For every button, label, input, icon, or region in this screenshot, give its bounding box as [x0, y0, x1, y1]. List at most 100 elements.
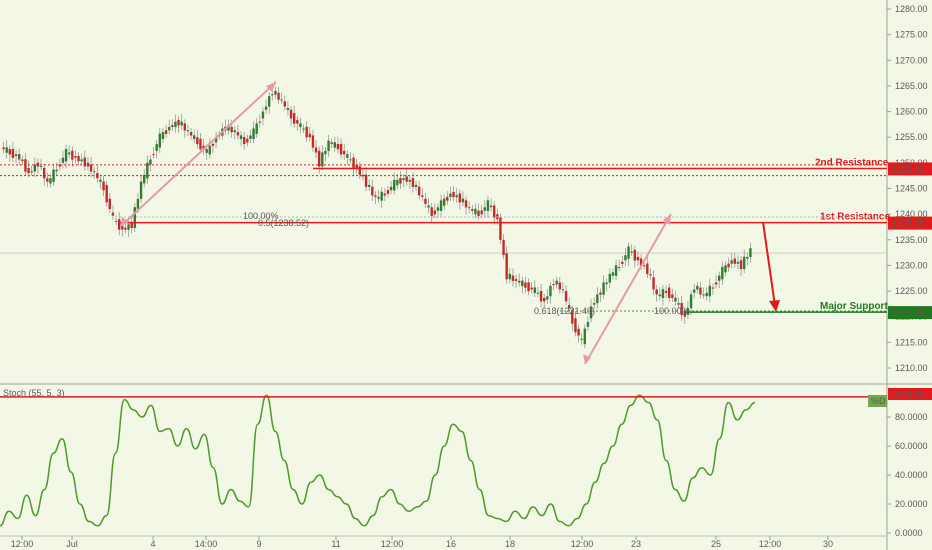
candle-body — [8, 149, 12, 155]
candle-body — [492, 205, 496, 218]
candle-body — [258, 121, 262, 123]
candle-body — [480, 210, 483, 215]
candle-body — [133, 207, 137, 228]
time-tick-label: 30 — [823, 539, 833, 549]
time-tick-label: 12:00 — [381, 539, 404, 549]
candle-body — [402, 178, 405, 180]
candle-body — [127, 224, 130, 230]
candle-body — [71, 150, 74, 160]
price-tick-label: 1230.00 — [895, 260, 928, 270]
candle-body — [658, 294, 662, 297]
candle-body — [11, 149, 15, 158]
price-tick-label: 1265.00 — [895, 81, 928, 91]
candle-body — [714, 282, 718, 285]
candle-body — [383, 193, 387, 196]
candle-body — [589, 306, 593, 319]
candle-body — [211, 143, 215, 146]
candle-body — [267, 96, 271, 107]
candle-body — [249, 135, 252, 139]
candle-body — [692, 289, 696, 293]
price-tick-label: 1255.00 — [895, 132, 928, 142]
time-tick-label: 23 — [631, 539, 641, 549]
candle-body — [405, 176, 408, 182]
candle-body — [546, 296, 549, 300]
level-value: 1248.91 — [892, 164, 925, 174]
candle-body — [542, 297, 546, 302]
fib-annotations: 100.00% 0.5(1238.52) 0.618(1221.40) 100.… — [120, 211, 887, 316]
candle-body — [505, 253, 508, 280]
candle-body — [605, 282, 608, 285]
fib-label-05: 0.5(1238.52) — [258, 218, 309, 228]
fib-label-100-bottom: 100.00% — [654, 306, 690, 316]
candle-body — [214, 137, 218, 143]
candle-body — [339, 143, 343, 155]
candle-body — [230, 126, 233, 133]
level-label: Major Support — [820, 301, 888, 312]
candle-body — [649, 274, 652, 276]
candle-body — [564, 291, 568, 302]
candle-body — [330, 142, 333, 145]
candle-body — [227, 125, 230, 131]
candle-body — [349, 159, 352, 161]
candle-body — [155, 144, 158, 151]
candle-body — [646, 263, 649, 275]
candle-body — [708, 285, 712, 297]
candle-body — [677, 303, 680, 305]
candle-body — [202, 145, 205, 150]
candle-body — [286, 107, 290, 111]
time-tick-label: 12:00 — [571, 539, 594, 549]
candle-body — [577, 328, 580, 336]
candle-body — [61, 157, 65, 163]
time-tick-label: 11 — [331, 539, 340, 549]
candle-body — [5, 147, 8, 153]
candle-body — [2, 147, 5, 150]
time-tick-label: 14:00 — [195, 539, 218, 549]
candle-body — [74, 156, 77, 158]
candle-body — [696, 285, 699, 290]
projection-arrow-shaft — [762, 221, 776, 307]
stoch-tick-label: 60.0000 — [895, 441, 928, 451]
price-tick-label: 1210.00 — [895, 363, 928, 373]
candle-body — [471, 209, 474, 211]
candle-body — [64, 149, 68, 162]
candle-body — [717, 275, 721, 281]
candle-body — [292, 113, 296, 124]
time-tick-label: 4 — [150, 539, 155, 549]
candle-body — [467, 207, 471, 209]
candle-body — [417, 186, 421, 196]
candle-body — [486, 200, 490, 211]
candle-body — [17, 154, 21, 160]
candle-body — [408, 179, 412, 182]
candle-body — [233, 130, 237, 133]
candle-body — [749, 248, 752, 257]
candle-body — [255, 123, 258, 134]
candle-body — [424, 198, 427, 204]
price-tick-label: 1280.00 — [895, 4, 928, 14]
candle-body — [108, 198, 112, 210]
candle-body — [355, 164, 358, 168]
candle-body — [514, 279, 518, 281]
candle-body — [680, 302, 683, 316]
candle-body — [446, 196, 449, 201]
candle-body — [39, 166, 43, 168]
candle-body — [136, 198, 140, 209]
candle-body — [574, 318, 577, 333]
stoch-tick-label: 80.0000 — [895, 412, 928, 422]
candle-body — [261, 111, 265, 119]
candle-body — [539, 290, 543, 302]
candle-body — [186, 130, 190, 132]
candle-body — [283, 101, 287, 107]
price-tick-label: 1270.00 — [895, 55, 928, 65]
candle-body — [396, 179, 399, 186]
candle-body — [436, 207, 440, 211]
candle-body — [305, 126, 308, 138]
candle-body — [430, 207, 433, 216]
candle-body — [461, 198, 465, 203]
candle-body — [630, 251, 633, 253]
candle-body — [58, 164, 62, 167]
candle-body — [533, 287, 537, 293]
candle-body — [452, 191, 455, 198]
candle-body — [742, 256, 746, 270]
candle-body — [371, 186, 374, 196]
